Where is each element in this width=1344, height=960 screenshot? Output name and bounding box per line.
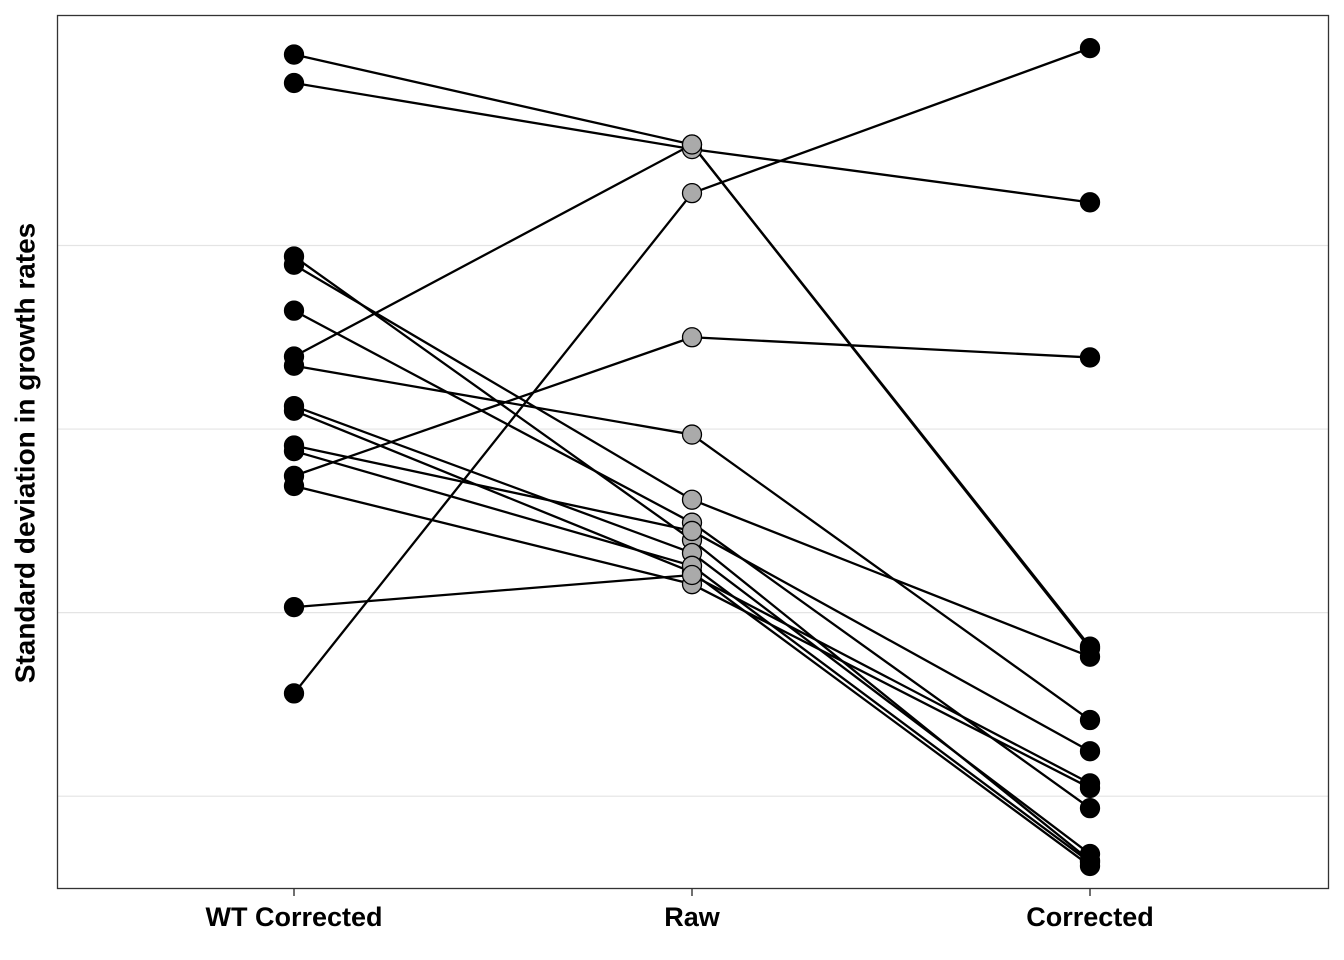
corrected-point [1079, 852, 1101, 873]
x-axis-ticks [293, 888, 1091, 896]
wt-corrected-point [283, 400, 305, 421]
x-tick-label: Raw [664, 902, 721, 932]
raw-point [681, 134, 703, 155]
corrected-point [1079, 741, 1101, 762]
y-axis-title: Standard deviation in growth rates [9, 223, 40, 684]
series-line [293, 405, 1091, 855]
corrected-point [1079, 37, 1101, 59]
corrected-point [1079, 709, 1101, 731]
corrected-point [1079, 192, 1101, 213]
raw-point [681, 564, 703, 586]
raw-point [681, 183, 703, 204]
raw-point [681, 520, 703, 542]
wt-corrected-point [283, 683, 305, 704]
corrected-point [1079, 638, 1101, 659]
wt-corrected-point [283, 596, 305, 618]
wt-corrected-point [283, 300, 305, 321]
x-tick-label: Corrected [1026, 902, 1154, 932]
raw-point [681, 489, 703, 510]
series-line [293, 336, 1091, 477]
series-line [293, 409, 1091, 867]
plot-panel-border [56, 14, 1330, 890]
series-line [293, 573, 1091, 785]
wt-corrected-point [283, 355, 305, 376]
wt-corrected-point [283, 475, 305, 497]
x-axis-tick-labels: WT Corrected Raw Corrected [205, 902, 1153, 932]
points-layer [283, 37, 1101, 877]
wt-corrected-point [283, 72, 305, 94]
corrected-point [1079, 347, 1101, 368]
x-tick-label: WT Corrected [205, 902, 382, 932]
wt-corrected-point [283, 440, 305, 462]
raw-point [681, 327, 703, 348]
corrected-point [1079, 773, 1101, 794]
wt-corrected-point [283, 254, 305, 275]
corrected-point [1079, 797, 1101, 819]
wt-corrected-point [283, 44, 305, 65]
raw-point [681, 424, 703, 445]
series-lines-layer [293, 47, 1091, 867]
